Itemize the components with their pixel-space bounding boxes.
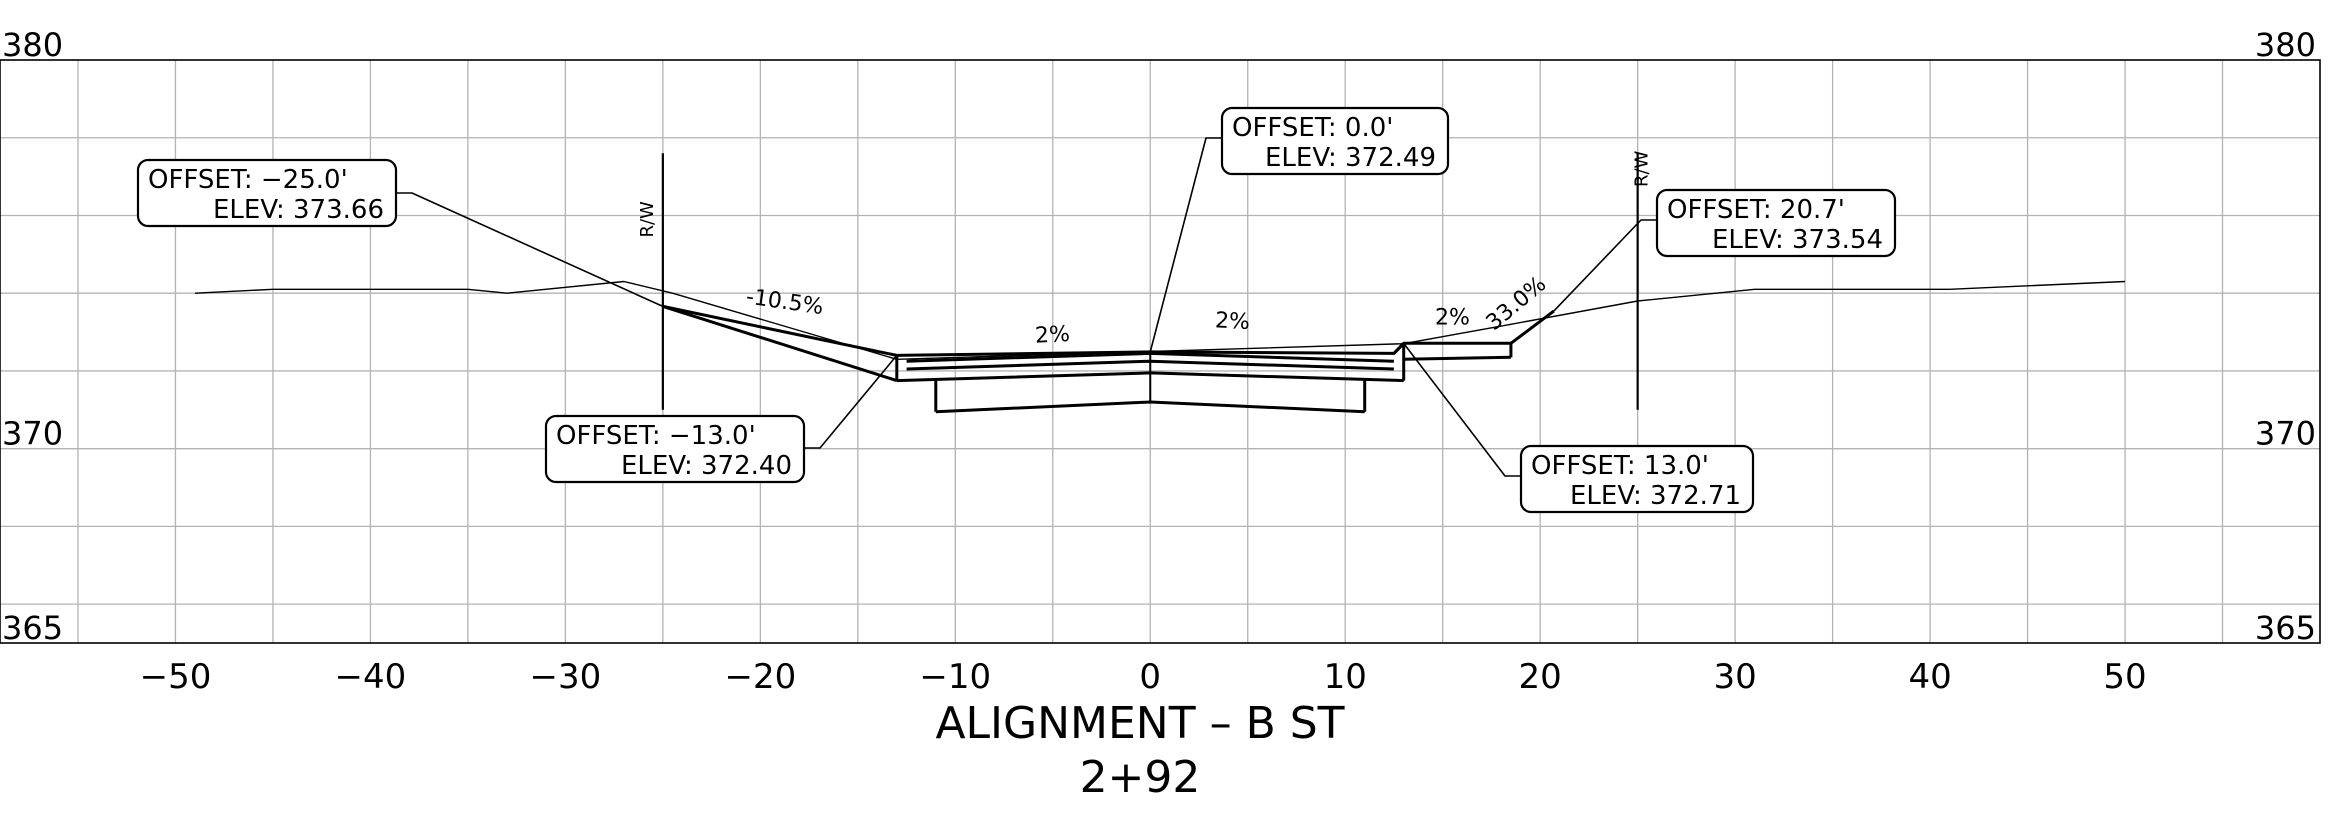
callout-label: OFFSET: −13.0'ELEV: 372.40: [544, 354, 898, 484]
callout-leader: [1553, 219, 1657, 312]
slope-label: 2%: [1214, 308, 1250, 335]
right-of-way-label: R/W: [637, 201, 658, 238]
offset-tick-label: 40: [1908, 657, 1951, 697]
callouts: OFFSET: −25.0'ELEV: 373.66 OFFSET: −13.0'…: [136, 106, 1897, 514]
elevation-label-right: 370: [2255, 415, 2316, 453]
slope-label: 2%: [1034, 322, 1070, 349]
offset-tick-label: 50: [2103, 657, 2146, 697]
offset-tick-label: 0: [1139, 657, 1161, 697]
station-label: 2+92: [1080, 752, 1201, 803]
callout-elev: ELEV: 372.71: [1570, 481, 1741, 511]
elevation-label-left: 370: [2, 415, 63, 453]
slope-labels: -10.5% 2% 2% 2% 33.0%: [744, 272, 1551, 349]
alignment-title: ALIGNMENT – B ST: [935, 698, 1344, 749]
callout-offset: OFFSET: 13.0': [1531, 451, 1709, 481]
proposed-section: [662, 304, 1555, 414]
callout-leader: [1149, 137, 1222, 353]
callout-box: [136, 158, 398, 228]
callout-label: OFFSET: 13.0'ELEV: 372.71: [1403, 342, 1755, 514]
offset-tick-label: 30: [1713, 657, 1756, 697]
offset-tick-label: 20: [1519, 657, 1562, 697]
cut-slope-underline: [662, 304, 898, 383]
elevation-label-right: 365: [2255, 609, 2316, 647]
plot-frame: [0, 59, 2321, 644]
callout-elev: ELEV: 373.54: [1712, 225, 1883, 255]
elevation-label-left: 365: [2, 609, 63, 647]
offset-tick-label: −20: [724, 657, 796, 697]
offset-tick-label: −50: [140, 657, 212, 697]
callout-offset: OFFSET: 0.0': [1232, 113, 1393, 143]
callout-offset: OFFSET: −25.0': [148, 165, 348, 195]
callout-label: OFFSET: 0.0'ELEV: 372.49: [1149, 106, 1450, 353]
callout-offset: OFFSET: 20.7': [1667, 195, 1845, 225]
callout-offset: OFFSET: −13.0': [556, 421, 756, 451]
elevation-labels: 380 380 370 370 365 365: [2, 26, 2316, 647]
offset-labels: −50 −40 −30 −20 −10 0 10 20 30 40 50: [140, 657, 2147, 697]
right-of-way-lines: R/W R/W: [637, 150, 1653, 410]
elevation-label-right: 380: [2255, 26, 2316, 64]
callout-box: [1655, 188, 1897, 258]
callout-leader: [1403, 342, 1521, 477]
offset-tick-label: −40: [335, 657, 407, 697]
callout-leader: [804, 354, 898, 449]
callout-label: OFFSET: −25.0'ELEV: 373.66: [136, 158, 664, 308]
callout-elev: ELEV: 372.49: [1265, 143, 1436, 173]
elevation-label-left: 380: [2, 26, 63, 64]
offset-tick-label: 10: [1324, 657, 1367, 697]
callout-elev: ELEV: 373.66: [213, 195, 384, 225]
slope-label: 2%: [1435, 305, 1470, 330]
slope-label: -10.5%: [744, 285, 825, 321]
right-of-way-label: R/W: [1632, 150, 1653, 187]
callout-box: [544, 414, 806, 484]
callout-box: [1220, 106, 1450, 176]
sidewalk-base: [1403, 355, 1511, 361]
callout-elev: ELEV: 372.40: [621, 451, 792, 481]
callout-label: OFFSET: 20.7'ELEV: 373.54: [1553, 188, 1897, 312]
offset-tick-label: −10: [919, 657, 991, 697]
slope-label: 33.0%: [1482, 272, 1552, 336]
section-edge: [1392, 342, 1405, 355]
callout-box: [1519, 444, 1755, 514]
offset-tick-label: −30: [529, 657, 601, 697]
callout-leader: [396, 192, 664, 308]
